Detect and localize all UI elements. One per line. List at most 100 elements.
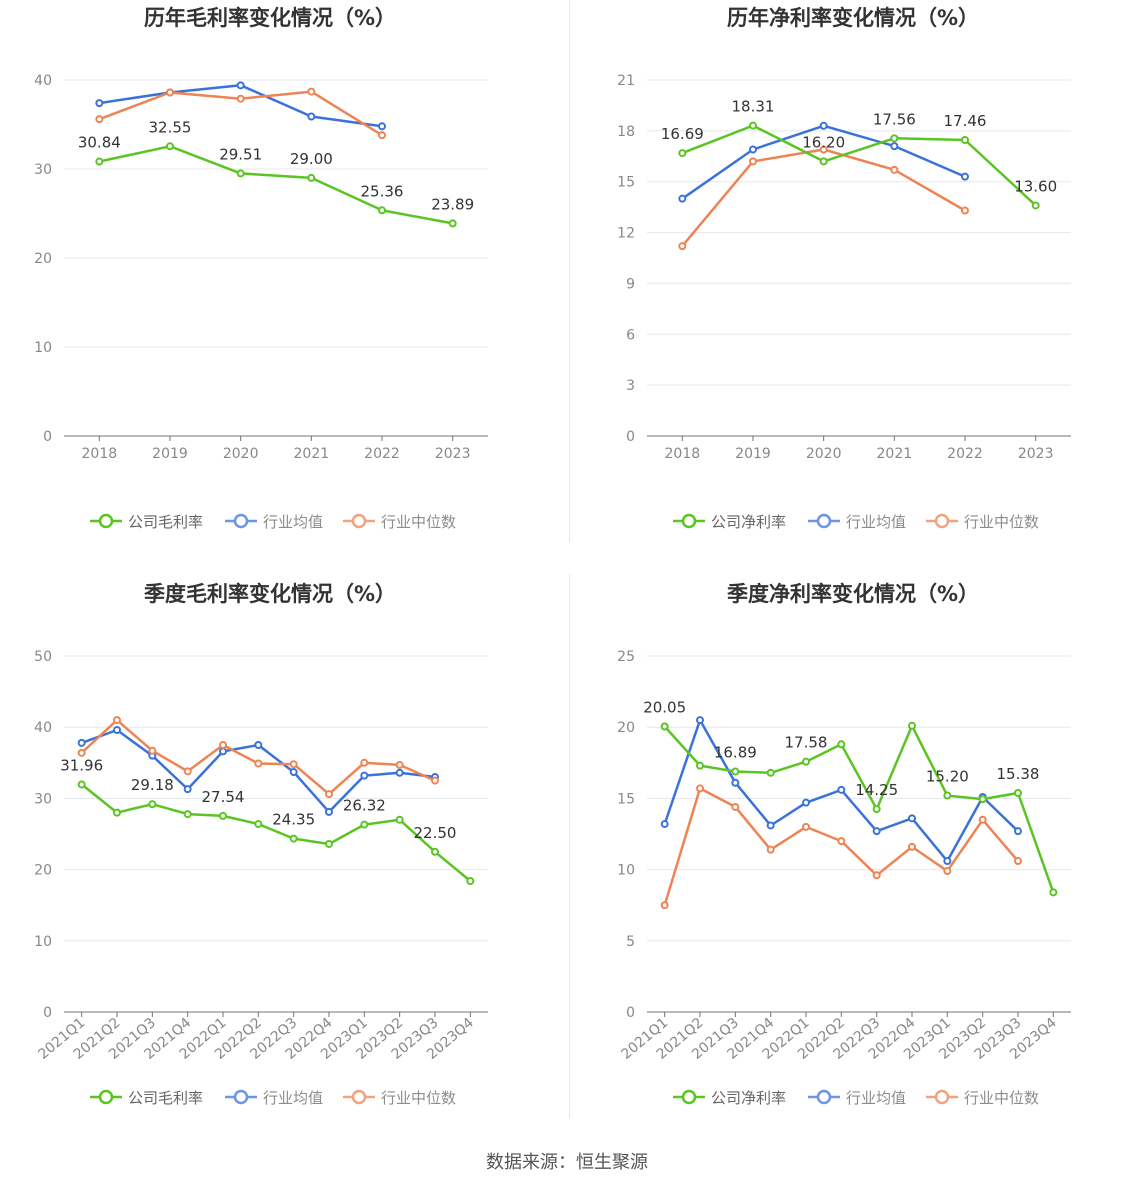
x-tick-label: 2020	[223, 446, 259, 462]
chart-quarter-net-margin: 季度净利率变化情况（%） 0 5 10 15 20 25 2021Q1 2021Q2 2021Q3…	[583, 576, 1134, 1151]
y-tick-label: 12	[617, 226, 635, 242]
data-point-company	[978, 795, 987, 804]
y-tick-label: 0	[626, 429, 635, 445]
data-point-median	[360, 758, 369, 767]
data-point-median	[166, 88, 174, 97]
data-label: 29.51	[219, 145, 262, 163]
data-source-note: 数据来源：恒生聚源	[486, 1152, 648, 1173]
data-label: 24.35	[272, 811, 315, 829]
y-tick-label: 3	[626, 378, 635, 394]
data-point-median	[113, 716, 121, 725]
legend-marker	[681, 1089, 697, 1105]
data-point-avg	[183, 785, 192, 794]
divider-bottom	[569, 574, 570, 1118]
data-point-median	[660, 901, 669, 910]
data-point-company	[908, 721, 916, 730]
data-point-company	[961, 136, 969, 145]
y-tick-label: 18	[617, 124, 635, 140]
legend-marker	[233, 513, 249, 529]
chart-title: 季度毛利率变化情况（%）	[144, 582, 396, 606]
legend-label: 行业中位数	[381, 513, 456, 531]
data-point-company	[802, 757, 810, 766]
data-point-company	[678, 149, 687, 158]
chart-title: 季度净利率变化情况（%）	[727, 582, 979, 606]
data-point-avg	[307, 112, 316, 121]
data-point-company	[660, 722, 669, 731]
data-point-avg	[802, 798, 810, 807]
data-point-avg	[325, 807, 333, 816]
legend-item-avg[interactable]: 行业均值	[808, 1089, 906, 1107]
data-point-median	[307, 87, 316, 96]
data-point-median	[819, 145, 828, 154]
y-tick-label: 50	[34, 649, 52, 665]
data-point-median	[978, 815, 987, 824]
y-tick-label: 15	[617, 791, 635, 807]
data-point-company	[943, 791, 952, 800]
data-point-company	[466, 876, 475, 885]
legend-item-median[interactable]: 行业中位数	[343, 513, 456, 531]
legend-item-company[interactable]: 公司毛利率	[90, 1089, 203, 1107]
data-point-avg	[660, 820, 669, 829]
data-point-median	[395, 760, 404, 769]
y-tick-label: 20	[34, 251, 52, 267]
data-point-avg	[236, 81, 245, 90]
legend-marker	[351, 1089, 367, 1105]
data-label: 25.36	[361, 182, 404, 200]
data-label: 17.46	[944, 112, 987, 130]
quarter-gross-margin-svg: 季度毛利率变化情况（%）010203040502021Q12021Q22021Q…	[34, 582, 488, 1107]
data-point-avg	[837, 785, 846, 794]
legend-label: 行业均值	[263, 1089, 323, 1107]
legend-marker	[98, 1089, 114, 1105]
series-line-company	[80, 783, 472, 882]
data-point-median	[766, 845, 775, 854]
data-point-company	[1014, 788, 1022, 797]
data-point-company	[749, 121, 757, 130]
data-label: 31.96	[60, 756, 103, 774]
legend-item-median[interactable]: 行业中位数	[926, 1089, 1039, 1107]
data-point-avg	[378, 122, 386, 131]
data-point-avg	[395, 768, 404, 777]
data-point-median	[696, 784, 704, 793]
y-tick-label: 25	[617, 649, 635, 665]
legend-item-avg[interactable]: 行业均值	[225, 513, 323, 531]
legend-label: 公司净利率	[711, 513, 786, 531]
legend-item-median[interactable]: 行业中位数	[343, 1089, 456, 1107]
legend-item-company[interactable]: 公司净利率	[673, 513, 786, 531]
data-point-company	[325, 839, 333, 848]
y-tick-label: 40	[34, 73, 52, 89]
data-point-company	[696, 761, 704, 770]
data-point-median	[219, 741, 227, 749]
data-point-company	[448, 219, 457, 228]
data-label: 26.32	[343, 797, 386, 815]
data-point-company	[219, 811, 227, 820]
legend-item-avg[interactable]: 行业均值	[225, 1089, 323, 1107]
legend-item-median[interactable]: 行业中位数	[926, 513, 1039, 531]
data-label: 15.20	[926, 768, 969, 786]
y-tick-label: 30	[34, 162, 52, 178]
data-point-avg	[678, 194, 687, 203]
data-point-avg	[908, 814, 916, 823]
data-point-median	[1014, 857, 1022, 866]
legend-item-avg[interactable]: 行业均值	[808, 513, 906, 531]
legend-item-company[interactable]: 公司毛利率	[90, 513, 203, 531]
data-point-avg	[766, 821, 775, 830]
chart-title: 历年净利率变化情况（%）	[727, 6, 979, 30]
y-tick-label: 15	[617, 175, 635, 191]
legend-marker	[934, 513, 950, 529]
y-tick-label: 0	[43, 1005, 52, 1021]
data-point-avg	[1014, 827, 1022, 836]
data-point-median	[431, 776, 439, 785]
y-tick-label: 20	[34, 863, 52, 879]
annual-gross-margin-svg: 历年毛利率变化情况（%） 0 10 20 30 40 2018 2019 2020 2021 202…	[34, 6, 488, 531]
data-point-company	[113, 808, 121, 817]
legend-label: 公司毛利率	[128, 1089, 203, 1107]
chart-annual-net-margin: 历年净利率变化情况（%） 0 3 6 9 12 15 18 21 2018 2019 2020 2021…	[583, 0, 1134, 575]
data-label: 20.05	[643, 698, 686, 716]
legend-item-company[interactable]: 公司净利率	[673, 1089, 786, 1107]
data-point-company	[360, 820, 369, 829]
data-point-median	[183, 767, 192, 776]
data-point-median	[872, 871, 881, 880]
y-tick-label: 30	[34, 791, 52, 807]
data-point-avg	[360, 771, 369, 780]
annual-net-margin-svg: 历年净利率变化情况（%） 0 3 6 9 12 15 18 21 2018 2019 2020 2021…	[617, 6, 1071, 531]
